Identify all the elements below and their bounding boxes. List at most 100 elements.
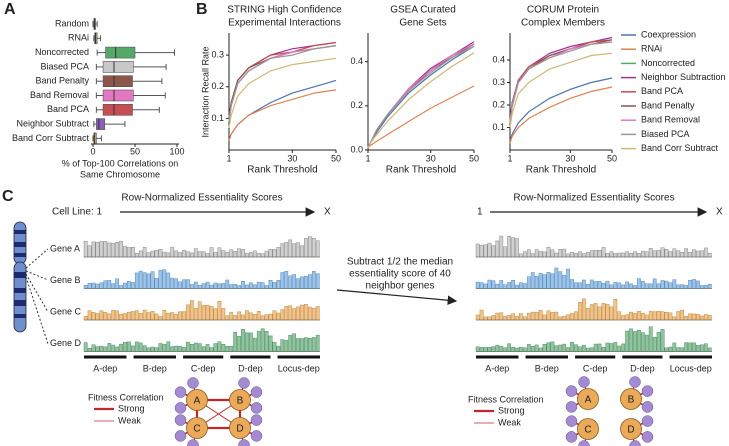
score-bar: [87, 310, 92, 321]
score-bar: [308, 337, 312, 352]
gene-node: [229, 417, 251, 439]
gene-node: [186, 389, 208, 411]
score-bar: [127, 341, 131, 352]
x-tick-label: 50: [607, 153, 617, 163]
panel-title: CORUM Protein: [527, 5, 599, 16]
score-bar: [692, 279, 696, 289]
score-bar: [296, 242, 300, 258]
score-bar: [107, 343, 112, 352]
score-bar: [186, 251, 190, 258]
satellite: [629, 376, 641, 388]
score-bar: [284, 340, 289, 352]
series-line: [228, 45, 337, 122]
score-bar: [684, 248, 689, 258]
score-bar: [142, 345, 147, 352]
score-bar: [696, 314, 700, 321]
score-bar: [300, 276, 304, 289]
score-bar: [550, 249, 555, 258]
score-bar: [625, 314, 630, 321]
score-bar: [660, 280, 665, 289]
score-bar: [130, 247, 135, 258]
score-bar: [205, 281, 210, 289]
score-bar: [703, 343, 708, 352]
score-bar: [617, 252, 622, 258]
score-bar: [534, 311, 539, 321]
category-label: Band PCA: [47, 104, 89, 114]
x-tick-label: 1: [365, 153, 370, 163]
score-bar: [530, 311, 535, 321]
score-bar: [296, 338, 300, 352]
node-label: B: [628, 395, 635, 406]
score-bar: [150, 346, 155, 352]
score-bar: [479, 309, 484, 321]
score-bar: [134, 272, 139, 289]
score-bar: [546, 247, 551, 258]
legend-label: Neighbor Subtraction: [641, 72, 726, 82]
legend-title: Fitness Correlation: [88, 392, 164, 402]
x-axis-label: % of Top-100 Correlations on: [62, 158, 178, 168]
score-bar: [280, 339, 285, 352]
middle-text: neighbor genes: [366, 281, 435, 292]
score-bar: [252, 284, 257, 289]
score-bar: [95, 313, 100, 321]
satellite: [641, 415, 654, 427]
score-bar: [692, 249, 696, 258]
score-bar: [534, 249, 539, 258]
category-label: Band Corr Subtract: [12, 133, 90, 143]
score-bar: [91, 282, 96, 289]
score-bar: [688, 342, 692, 352]
score-bar: [523, 347, 527, 352]
score-bar: [256, 253, 261, 258]
score-bar: [534, 344, 539, 352]
satellite: [565, 415, 578, 427]
panel-title: GSEA Curated: [390, 5, 456, 16]
score-bar: [99, 282, 104, 289]
score-bar: [582, 344, 586, 352]
score-bar: [174, 345, 178, 352]
score-bar: [103, 346, 108, 352]
x-tick-label: 30: [287, 153, 297, 163]
score-bar: [542, 274, 547, 289]
score-bar: [119, 313, 123, 321]
score-bar: [91, 312, 96, 321]
score-bar: [241, 249, 245, 258]
score-bar: [300, 304, 304, 321]
score-bar: [311, 307, 316, 321]
score-bar: [511, 347, 515, 352]
score-bar: [268, 249, 273, 258]
score-bar: [83, 342, 88, 352]
score-bar: [229, 249, 234, 258]
score-bar: [660, 329, 665, 352]
score-bar: [621, 284, 626, 289]
score-bar: [209, 284, 214, 289]
satellite: [250, 386, 263, 398]
series-line: [509, 77, 613, 142]
group-label: Locus-dep: [670, 363, 712, 373]
score-bar: [217, 300, 222, 321]
score-bar: [221, 344, 226, 352]
score-bar: [589, 347, 594, 352]
score-bar: [644, 251, 649, 258]
score-bar: [197, 343, 202, 352]
score-bar: [189, 300, 194, 321]
score-bar: [182, 249, 186, 258]
score-bar: [260, 315, 265, 321]
category-label: Band Removal: [30, 90, 89, 100]
x-tick-label: 30: [426, 153, 436, 163]
score-bar: [617, 282, 622, 289]
satellite: [565, 385, 578, 397]
score-bar: [641, 280, 645, 289]
score-bar: [483, 347, 488, 352]
score-bar: [483, 283, 488, 289]
score-bar: [648, 248, 653, 258]
score-bar: [483, 244, 488, 258]
score-bar: [186, 279, 190, 289]
score-bar: [562, 274, 567, 289]
category-label: Band Penalty: [35, 76, 89, 86]
score-bar: [284, 306, 289, 321]
score-bar: [676, 347, 681, 352]
score-bar: [487, 347, 492, 352]
satellite: [174, 430, 187, 442]
scores-title: Row-Normalized Essentiality Scores: [121, 193, 282, 204]
